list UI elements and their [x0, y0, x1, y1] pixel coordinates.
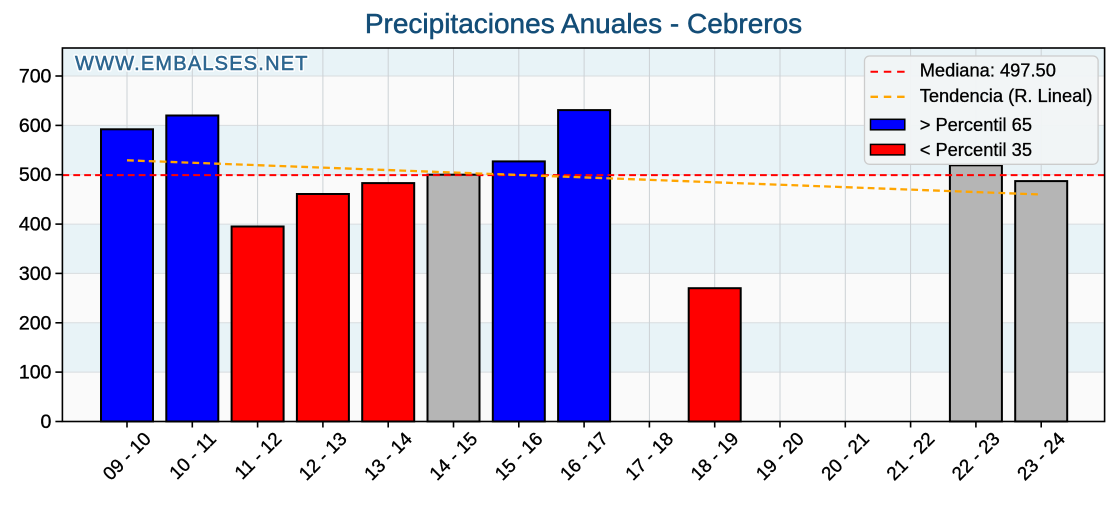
- svg-text:Precipitaciones Anuales - Cebr: Precipitaciones Anuales - Cebreros: [365, 8, 802, 39]
- svg-text:< Percentil 35: < Percentil 35: [920, 139, 1032, 160]
- svg-text:Mediana: 497.50: Mediana: 497.50: [920, 60, 1056, 81]
- svg-text:300: 300: [19, 263, 52, 285]
- svg-text:200: 200: [19, 312, 52, 334]
- svg-text:Tendencia (R. Lineal): Tendencia (R. Lineal): [920, 85, 1093, 106]
- svg-text:WWW.EMBALSES.NET: WWW.EMBALSES.NET: [75, 53, 309, 75]
- svg-text:0: 0: [41, 411, 52, 433]
- svg-text:700: 700: [19, 66, 52, 88]
- svg-text:100: 100: [19, 362, 52, 384]
- svg-text:WWW.EMBALSES.NET: WWW.EMBALSES.NET: [75, 53, 309, 75]
- svg-text:> Percentil 65: > Percentil 65: [920, 114, 1032, 135]
- svg-text:600: 600: [19, 115, 52, 137]
- svg-text:400: 400: [19, 214, 52, 236]
- svg-text:500: 500: [19, 164, 52, 186]
